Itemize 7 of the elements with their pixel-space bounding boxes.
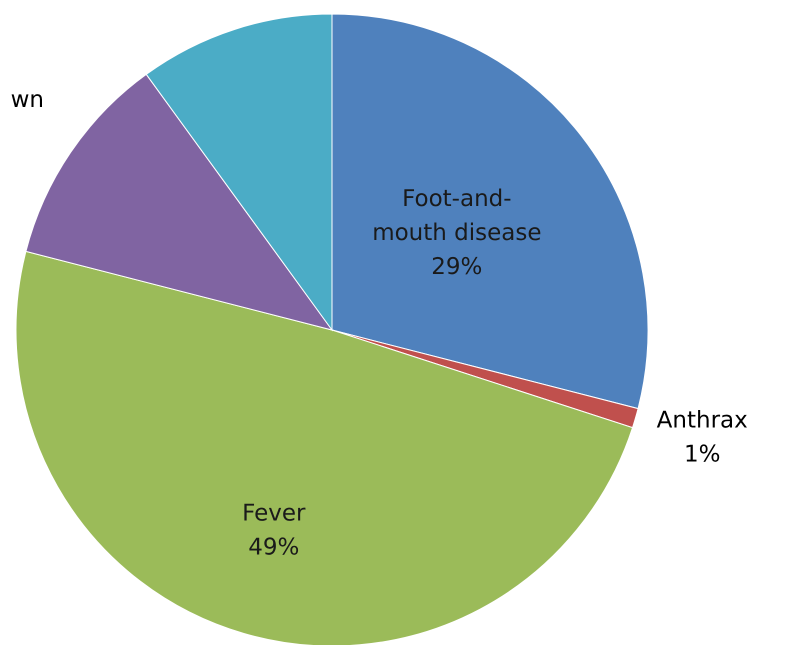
text: wn [10, 87, 44, 113]
data-label: 29% [431, 254, 482, 280]
data-label: 1% [684, 442, 720, 468]
slice-label: Fever [242, 500, 306, 526]
slice-label: Anthrax [656, 408, 748, 434]
slice-label: Foot-and-mouth disease [372, 186, 542, 246]
data-label: 49% [248, 534, 300, 560]
